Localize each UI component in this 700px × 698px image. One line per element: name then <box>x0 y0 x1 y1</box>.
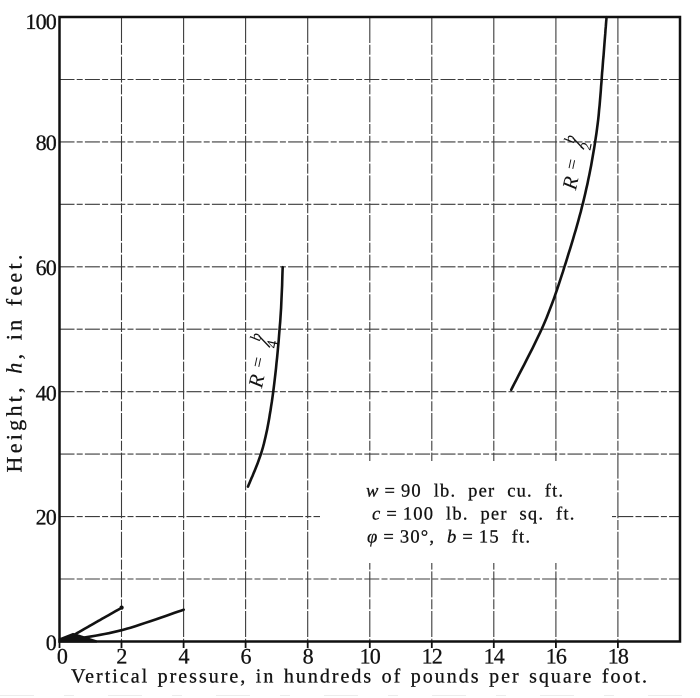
svg-text:20: 20 <box>36 504 57 529</box>
svg-text:40: 40 <box>36 380 57 405</box>
svg-text:6: 6 <box>240 644 251 669</box>
svg-text:14: 14 <box>484 644 505 669</box>
svg-text:=: = <box>247 355 270 370</box>
svg-text:16: 16 <box>546 644 567 669</box>
svg-text:Vertical pressure, in hundreds: Vertical pressure, in hundreds of pounds… <box>71 666 649 688</box>
svg-text:Height, h, in feet.: Height, h, in feet. <box>2 251 27 472</box>
svg-text:12: 12 <box>422 644 442 669</box>
svg-text:0: 0 <box>46 630 57 655</box>
svg-text:2: 2 <box>116 644 126 669</box>
svg-text:8: 8 <box>303 644 314 669</box>
svg-text:b: b <box>561 133 579 144</box>
svg-text:2: 2 <box>578 141 596 152</box>
svg-text:w = 90 lb. per cu. ft.: w = 90 lb. per cu. ft. <box>366 482 564 502</box>
svg-text:=: = <box>561 157 584 172</box>
svg-text:10: 10 <box>360 644 381 669</box>
svg-text:4: 4 <box>264 338 282 349</box>
svg-text:100: 100 <box>25 9 56 34</box>
svg-text:60: 60 <box>36 255 57 280</box>
svg-text:R: R <box>243 372 269 391</box>
svg-text:0: 0 <box>57 644 68 669</box>
svg-text:80: 80 <box>36 130 57 155</box>
svg-text:φ = 30°, b = 15 ft.: φ = 30°, b = 15 ft. <box>367 528 531 548</box>
svg-text:18: 18 <box>608 644 629 669</box>
svg-text:b: b <box>247 331 265 342</box>
svg-text:c = 100 lb. per sq. ft.: c = 100 lb. per sq. ft. <box>372 505 576 525</box>
svg-text:R: R <box>557 174 583 193</box>
svg-text:4: 4 <box>178 644 189 669</box>
